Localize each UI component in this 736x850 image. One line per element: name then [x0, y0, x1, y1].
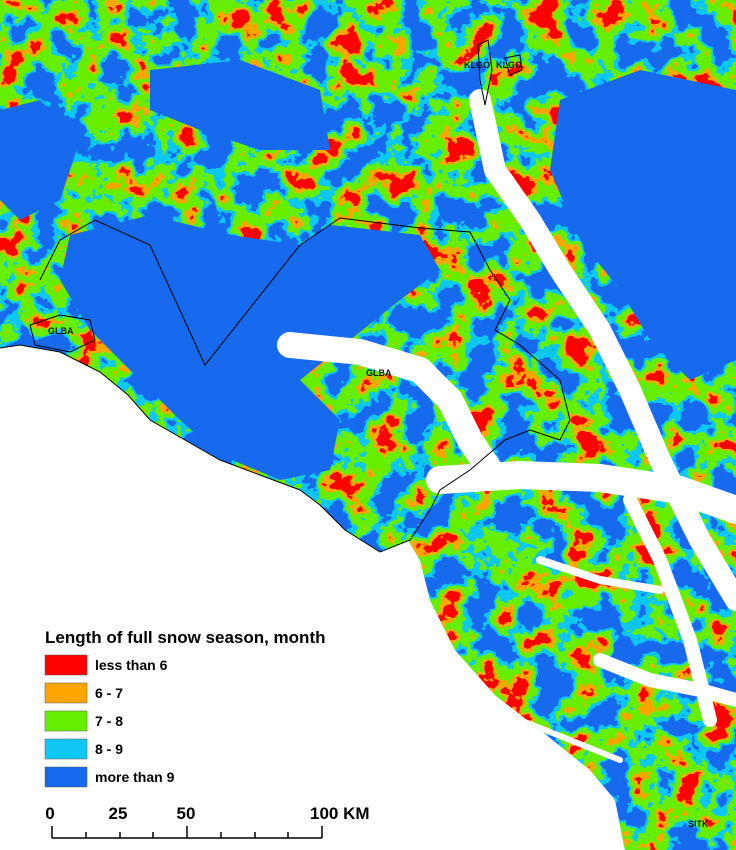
place-label: KLGO [496, 60, 522, 70]
legend-swatch [44, 710, 88, 732]
scale-label: 25 [109, 804, 128, 823]
place-label: SITK [688, 819, 709, 829]
water [277, 89, 736, 763]
legend-label: 6 - 7 [95, 685, 123, 701]
legend: Length of full snow season, month less t… [44, 628, 326, 788]
scale-line [51, 826, 323, 839]
scale-bar: 0 25 50 100 KM [45, 804, 370, 839]
legend-swatch [44, 682, 88, 704]
legend-label: 8 - 9 [95, 741, 123, 757]
legend-label: more than 9 [95, 769, 175, 785]
legend-swatch [44, 766, 88, 788]
scale-label: 100 KM [310, 804, 370, 823]
park-boundaries [0, 39, 571, 553]
legend-title: Length of full snow season, month [45, 628, 326, 647]
place-labels: KLGO KLGO GLBA GLBA SITK [48, 60, 709, 829]
place-label: GLBA [48, 326, 74, 336]
scale-label: 0 [45, 804, 54, 823]
legend-items: less than 6 6 - 7 7 - 8 8 - 9 more than 9 [44, 654, 175, 788]
place-label: GLBA [366, 368, 392, 378]
legend-label: 7 - 8 [95, 713, 123, 729]
scale-label: 50 [177, 804, 196, 823]
legend-label: less than 6 [95, 657, 168, 673]
legend-swatch [44, 654, 88, 676]
place-label: KLGO [464, 60, 490, 70]
legend-swatch [44, 738, 88, 760]
icefields [0, 60, 736, 480]
